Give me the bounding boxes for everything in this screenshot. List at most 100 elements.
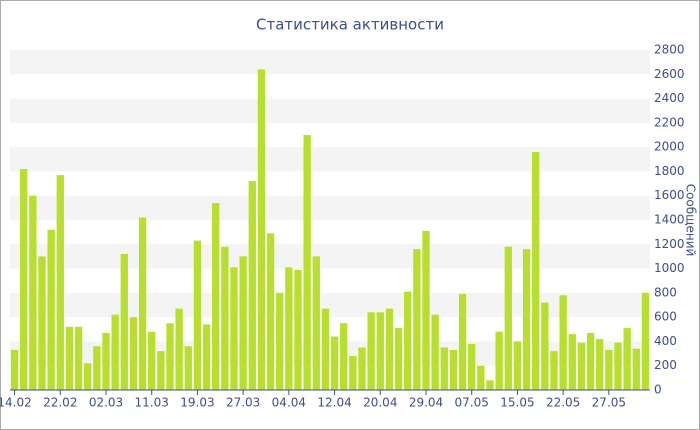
bar (212, 203, 220, 390)
bar (614, 342, 622, 390)
bar (294, 269, 302, 390)
bar (623, 328, 631, 390)
y-tick-label: 1000 (654, 261, 685, 275)
bar (138, 217, 147, 390)
bar (84, 363, 92, 390)
y-tick-label: 2400 (654, 91, 685, 105)
bar (285, 267, 293, 390)
y-tick-label: 1400 (654, 213, 685, 227)
x-tick-label: 29.04 (409, 396, 443, 410)
bar (559, 295, 567, 390)
bar (303, 135, 311, 390)
bar (184, 346, 192, 390)
y-tick-label: 400 (654, 334, 677, 348)
y-axis-label: Сообщений (684, 184, 698, 257)
bar (111, 314, 119, 390)
bar (202, 324, 211, 390)
bar (477, 365, 485, 390)
grid-band (10, 195, 650, 220)
x-tick-label: 02.03 (89, 396, 123, 410)
bar (56, 175, 64, 390)
x-tick-label: 11.03 (135, 396, 169, 410)
bar (312, 256, 320, 390)
x-tick-label: 27.05 (592, 396, 626, 410)
bar (166, 323, 174, 390)
bar (440, 347, 448, 390)
bar (568, 334, 576, 390)
y-tick-label: 600 (654, 310, 677, 324)
bar (148, 331, 156, 390)
bar (10, 349, 19, 390)
x-tick-label: 27.03 (226, 396, 260, 410)
bar (340, 323, 348, 390)
bar (513, 341, 522, 390)
y-tick-label: 1200 (654, 237, 685, 251)
bar (257, 69, 266, 390)
y-tick-label: 800 (654, 285, 677, 299)
y-tick-label: 0 (654, 383, 662, 397)
bar (157, 351, 165, 390)
bar (605, 349, 613, 390)
bar (413, 249, 421, 390)
bar (221, 246, 229, 390)
grid-band (10, 98, 650, 123)
y-tick-label: 1600 (654, 188, 685, 202)
x-tick-label: 20.04 (363, 396, 397, 410)
y-tick-label: 200 (654, 358, 677, 372)
bar (641, 292, 650, 390)
bar (349, 356, 357, 390)
grid-band (10, 147, 650, 172)
bar (449, 349, 458, 390)
bar (385, 308, 394, 390)
bar (404, 291, 412, 390)
bar (120, 254, 128, 390)
bar (65, 326, 74, 390)
bar (239, 256, 247, 390)
bar (230, 267, 238, 390)
grid-band (10, 292, 650, 318)
bar (248, 181, 256, 390)
bar (495, 331, 503, 390)
chart-title: Статистика активности (256, 16, 444, 34)
y-tick-label: 1800 (654, 164, 685, 178)
bar (632, 348, 640, 390)
x-tick-label: 04.04 (272, 396, 306, 410)
bar (47, 229, 55, 390)
bar (486, 380, 494, 390)
x-tick-label: 12.04 (317, 396, 351, 410)
x-tick-label: 22.05 (546, 396, 580, 410)
bar (358, 347, 366, 390)
y-tick-label: 2600 (654, 67, 685, 81)
bar (29, 195, 37, 390)
x-tick-label: 07.05 (455, 396, 489, 410)
bar (431, 314, 439, 390)
bar (93, 346, 101, 390)
y-tick-label: 2200 (654, 115, 685, 129)
bar (193, 240, 202, 390)
bar (38, 256, 46, 390)
bar (129, 317, 138, 390)
bar (541, 302, 549, 390)
grid-band (10, 50, 650, 75)
bar (74, 326, 83, 390)
bar (20, 169, 28, 390)
bar (586, 332, 595, 390)
bar (102, 332, 110, 390)
bar (330, 336, 339, 390)
bar (596, 339, 604, 390)
bar (522, 249, 531, 390)
bar (532, 152, 540, 390)
bar (367, 312, 375, 390)
grid-band (10, 244, 650, 269)
bar (175, 308, 183, 390)
x-tick-label: 22.02 (43, 396, 77, 410)
bar (376, 312, 384, 390)
bar (504, 246, 512, 390)
bar (394, 328, 403, 390)
x-tick-label: 19.03 (180, 396, 214, 410)
bar (321, 308, 330, 390)
x-tick-label: 15.05 (500, 396, 534, 410)
bar (422, 230, 430, 390)
bar (458, 294, 467, 390)
